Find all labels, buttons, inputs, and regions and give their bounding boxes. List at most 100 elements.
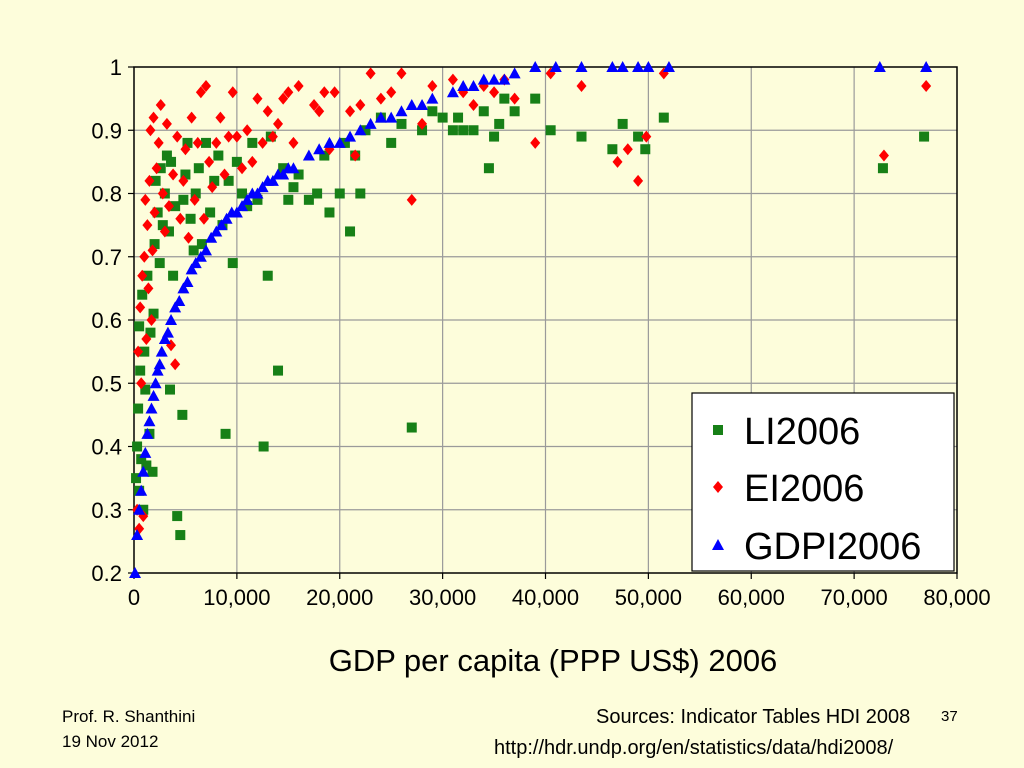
- data-point-ei2006: [204, 155, 215, 168]
- data-point-li2006: [360, 125, 371, 136]
- data-point-gdpi2006: [145, 402, 158, 414]
- data-point-li2006: [145, 327, 156, 338]
- data-point-li2006: [447, 125, 458, 136]
- data-point-li2006: [458, 125, 469, 136]
- data-point-ei2006: [329, 86, 340, 99]
- data-point-ei2006: [159, 225, 170, 238]
- data-point-gdpi2006: [131, 529, 144, 541]
- data-point-li2006: [138, 504, 149, 515]
- data-point-gdpi2006: [302, 149, 315, 161]
- data-point-ei2006: [622, 143, 633, 156]
- data-point-li2006: [227, 258, 238, 269]
- data-point-ei2006: [314, 105, 325, 118]
- data-point-li2006: [131, 473, 142, 484]
- gridlines: [134, 67, 957, 573]
- legend-marker-li2006: [713, 425, 723, 435]
- data-point-li2006: [149, 239, 160, 250]
- data-point-li2006: [509, 106, 520, 117]
- data-point-ei2006: [201, 79, 212, 92]
- data-point-li2006: [134, 321, 145, 332]
- data-point-li2006: [142, 270, 153, 281]
- data-point-ei2006: [278, 92, 289, 105]
- data-point-gdpi2006: [181, 276, 194, 288]
- data-point-ei2006: [489, 86, 500, 99]
- data-point-gdpi2006: [632, 61, 645, 72]
- data-point-ei2006: [168, 168, 179, 181]
- data-point-gdpi2006: [364, 117, 377, 129]
- data-point-ei2006: [146, 314, 157, 326]
- data-point-gdpi2006: [230, 206, 243, 218]
- data-point-gdpi2006: [141, 427, 154, 439]
- data-point-gdpi2006: [153, 358, 166, 370]
- data-point-li2006: [293, 169, 304, 180]
- data-point-ei2006: [163, 200, 174, 213]
- data-point-li2006: [205, 207, 216, 218]
- data-point-gdpi2006: [416, 98, 429, 110]
- data-point-ei2006: [242, 124, 253, 137]
- data-point-li2006: [223, 175, 234, 186]
- data-point-ei2006: [178, 174, 189, 187]
- page-number: 37: [941, 708, 958, 725]
- data-point-li2006: [427, 106, 438, 117]
- x-tick-label: 40,000: [512, 585, 579, 610]
- data-point-ei2006: [262, 105, 273, 118]
- data-point-gdpi2006: [385, 111, 398, 123]
- data-point-gdpi2006: [616, 61, 629, 72]
- data-point-li2006: [177, 409, 188, 420]
- data-point-gdpi2006: [185, 263, 198, 275]
- author-label: Prof. R. Shanthini: [62, 707, 196, 726]
- x-tick-label: 70,000: [820, 585, 887, 610]
- data-point-gdpi2006: [149, 377, 162, 389]
- data-point-li2006: [193, 163, 204, 174]
- data-point-gdpi2006: [313, 143, 326, 155]
- data-point-li2006: [640, 144, 651, 155]
- x-tick-label: 80,000: [923, 585, 990, 610]
- data-point-gdpi2006: [575, 61, 588, 72]
- data-point-gdpi2006: [395, 105, 408, 117]
- data-point-li2006: [355, 188, 366, 199]
- data-point-ei2006: [227, 86, 238, 99]
- data-point-gdpi2006: [662, 61, 675, 72]
- data-point-ei2006: [198, 212, 209, 225]
- data-point-gdpi2006: [139, 446, 152, 458]
- data-point-gdpi2006: [205, 231, 218, 243]
- data-point-ei2006: [195, 86, 206, 99]
- data-point-li2006: [209, 175, 220, 186]
- data-point-gdpi2006: [446, 86, 459, 98]
- data-point-li2006: [148, 308, 159, 319]
- data-point-li2006: [213, 150, 224, 161]
- data-point-gdpi2006: [135, 484, 148, 496]
- data-point-li2006: [185, 213, 196, 224]
- data-point-gdpi2006: [606, 61, 619, 72]
- data-point-gdpi2006: [508, 67, 521, 79]
- data-point-li2006: [136, 454, 147, 465]
- y-tick-label: 0.6: [91, 308, 122, 333]
- y-tick-label: 1: [110, 55, 122, 80]
- data-point-ei2006: [237, 162, 248, 175]
- data-point-ei2006: [878, 149, 889, 162]
- data-point-ei2006: [180, 143, 191, 156]
- data-point-li2006: [417, 125, 428, 136]
- data-point-ei2006: [136, 377, 147, 390]
- data-point-li2006: [530, 93, 541, 104]
- data-point-ei2006: [133, 345, 144, 358]
- legend-box: [691, 392, 955, 572]
- data-point-ei2006: [319, 86, 330, 99]
- data-point-ei2006: [231, 130, 242, 143]
- data-point-li2006: [190, 188, 201, 199]
- data-point-li2006: [919, 131, 930, 142]
- data-point-ei2006: [147, 244, 158, 257]
- data-point-gdpi2006: [147, 389, 160, 401]
- data-point-li2006: [283, 194, 294, 205]
- data-point-ei2006: [365, 67, 376, 80]
- x-axis-ticks: 0 10,000 20,000 30,000 40,000 50,000 60,000 70,…: [128, 573, 991, 610]
- data-point-li2006: [154, 258, 165, 269]
- data-point-ei2006: [633, 174, 644, 187]
- data-point-li2006: [140, 384, 151, 395]
- data-point-ei2006: [406, 193, 417, 206]
- data-point-ei2006: [350, 149, 361, 162]
- data-point-ei2006: [155, 98, 166, 111]
- data-point-li2006: [247, 137, 258, 148]
- data-point-gdpi2006: [151, 364, 164, 376]
- data-point-ei2006: [215, 111, 226, 124]
